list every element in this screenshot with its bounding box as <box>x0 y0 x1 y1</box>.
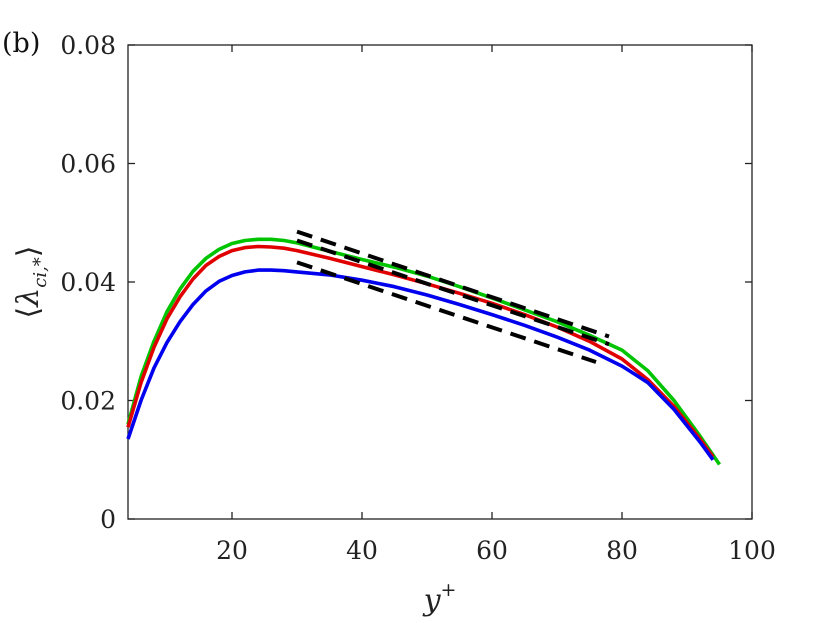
tick-labels: 20 40 60 80 100 0 0.02 0.04 0.06 0.08 <box>60 31 776 565</box>
x-axis-label-base: y <box>422 583 442 618</box>
y-tick-label: 0 <box>100 505 116 534</box>
series-line-1 <box>126 244 715 458</box>
axis-ticks <box>128 44 753 520</box>
y-tick-label: 0.02 <box>60 387 116 416</box>
panel-label: (b) <box>2 28 40 59</box>
x-axis-label: y+ <box>422 579 457 618</box>
y-axis-label-open: ⟨ <box>11 307 46 319</box>
y-axis-label-close: ⟩ <box>11 245 46 257</box>
y-tick-label: 0.08 <box>60 31 116 60</box>
x-tick-label: 100 <box>728 536 776 565</box>
y-axis-label-sub: ci,* <box>30 257 51 288</box>
x-tick-label: 40 <box>346 536 378 565</box>
y-axis-label-base: λ <box>11 288 46 308</box>
fit-line-4 <box>296 238 610 347</box>
y-tick-label: 0.06 <box>60 150 116 179</box>
y-axis-label: ⟨λci,*⟩ <box>11 245 51 318</box>
fit-line-5 <box>296 260 597 364</box>
y-tick-label: 0.04 <box>60 268 116 297</box>
x-tick-label: 60 <box>476 536 508 565</box>
series-line-2 <box>126 268 715 461</box>
x-tick-label: 20 <box>216 536 248 565</box>
x-axis-label-sup: + <box>441 579 457 601</box>
series-layer <box>126 229 721 466</box>
x-tick-label: 80 <box>606 536 638 565</box>
fit-line-3 <box>296 229 610 339</box>
